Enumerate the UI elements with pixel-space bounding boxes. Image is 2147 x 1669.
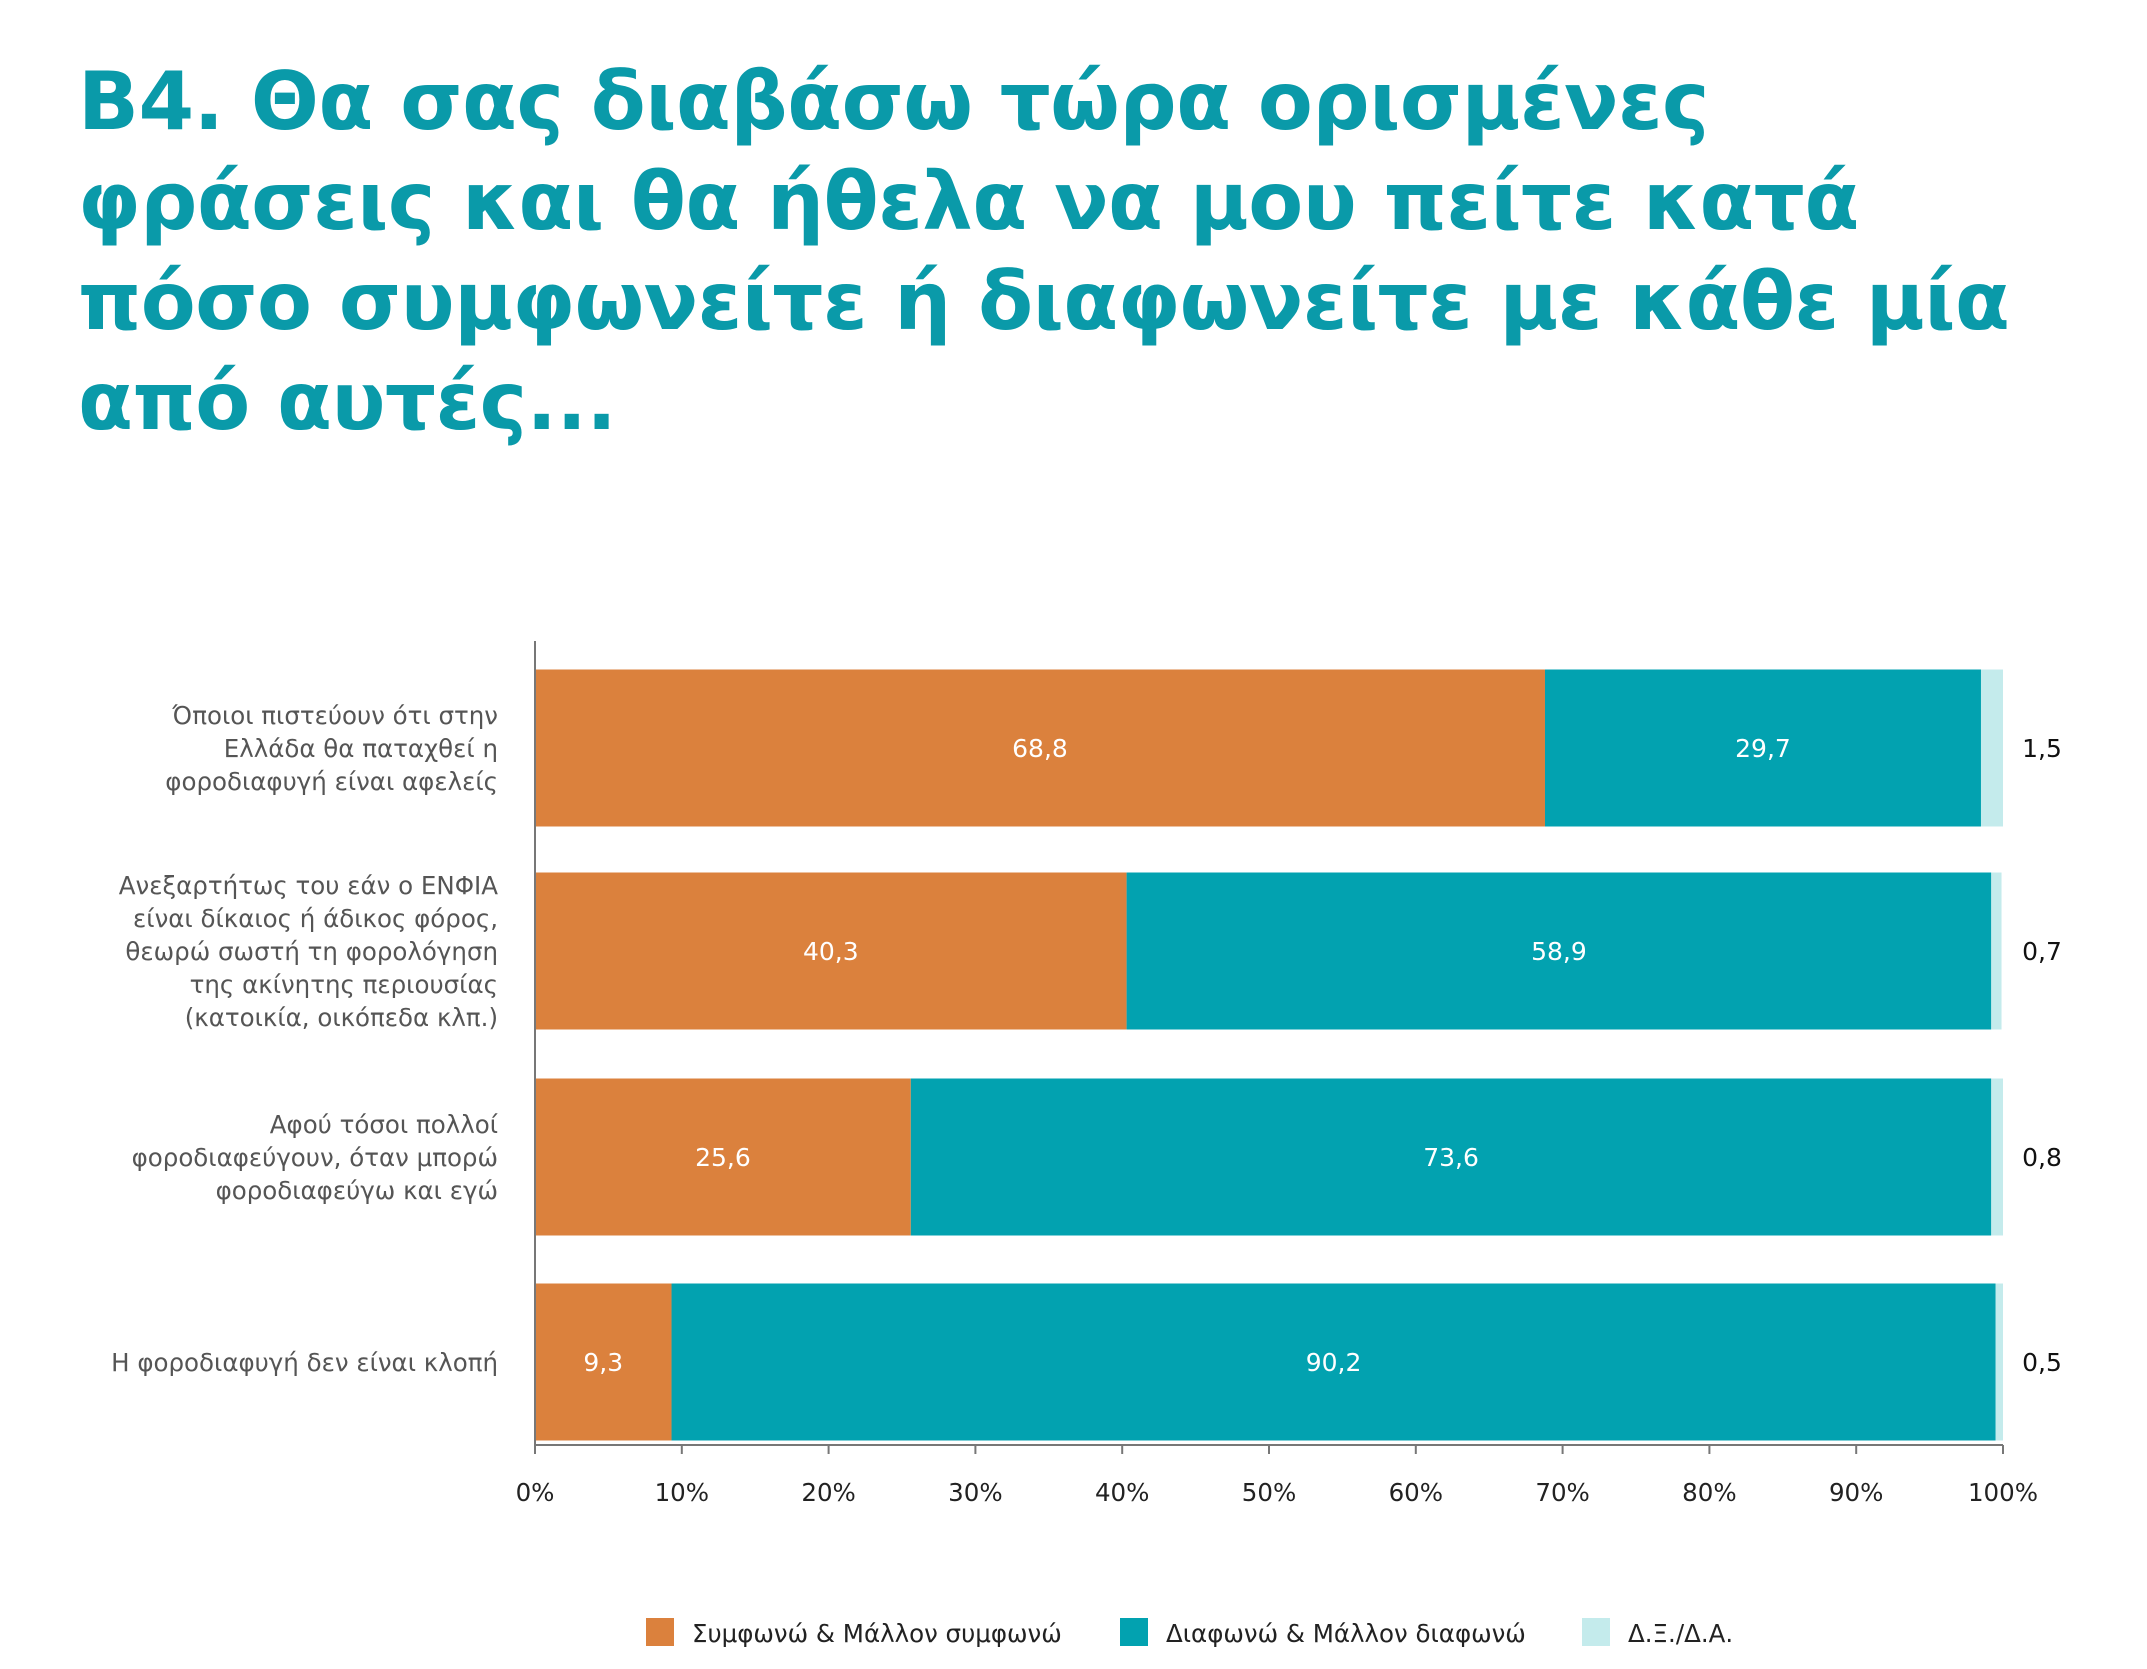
title-line-4: από αυτές... [78, 355, 617, 448]
data-label: 29,7 [1735, 734, 1791, 763]
data-label: 40,3 [803, 937, 859, 966]
x-tick-label: 80% [1682, 1478, 1736, 1507]
title-line-1: B4. Θα σας διαβάσω τώρα ορισμένες [78, 55, 1709, 148]
bar-segment-1-row-1 [535, 669, 1545, 827]
bar-segment-3-row-1 [1980, 669, 2003, 827]
bar-segment-3-row-2 [1991, 872, 2002, 1030]
x-tick-label: 60% [1389, 1478, 1443, 1507]
x-tick-label: 10% [655, 1478, 709, 1507]
category-label: Η φοροδιαφυγή δεν είναι κλοπή [111, 1348, 498, 1377]
legend-swatch-2 [1120, 1618, 1148, 1646]
bar-segment-2-row-1 [1544, 669, 1981, 827]
bar-segment-1-row-2 [535, 872, 1127, 1030]
legend-swatch-3 [1582, 1618, 1610, 1646]
x-tick-label: 40% [1095, 1478, 1149, 1507]
bar-segment-2-row-4 [671, 1283, 1996, 1441]
x-tick-label: 30% [948, 1478, 1002, 1507]
data-label-dk: 0,8 [2022, 1143, 2062, 1172]
x-tick-label: 100% [1968, 1478, 2038, 1507]
data-label-dk: 1,5 [2022, 734, 2062, 763]
category-label: Ανεξαρτήτως του εάν ο ΕΝΦΙΑ είναι δίκαιος… [119, 871, 498, 1032]
bar-segment-2-row-3 [910, 1078, 1992, 1236]
data-label: 9,3 [583, 1348, 623, 1377]
data-label-dk: 0,5 [2022, 1348, 2062, 1377]
x-tick-label: 20% [801, 1478, 855, 1507]
x-tick-label: 50% [1242, 1478, 1296, 1507]
data-label-dk: 0,7 [2022, 937, 2062, 966]
title-line-2: φράσεις και θα ήθελα να μου πείτε κατά [78, 155, 1859, 248]
category-label: Αφού τόσοι πολλοί φοροδιαφεύγουν, όταν μπ… [132, 1110, 498, 1205]
data-label: 73,6 [1423, 1143, 1479, 1172]
legend-label-3: Δ.Ξ./Δ.Α. [1628, 1619, 1733, 1648]
bar-segment-1-row-3 [535, 1078, 911, 1236]
bar-segment-3-row-3 [1991, 1078, 2003, 1236]
data-label: 90,2 [1306, 1348, 1362, 1377]
chart-title: B4. Θα σας διαβάσω τώρα ορισμένες φράσει… [78, 52, 2010, 452]
bar-segment-2-row-2 [1126, 872, 1992, 1030]
bar-segment-1-row-4 [535, 1283, 672, 1441]
data-label: 25,6 [695, 1143, 751, 1172]
title-line-3: πόσο συμφωνείτε ή διαφωνείτε με κάθε μία [78, 255, 2010, 348]
bar-segment-3-row-4 [1995, 1283, 2003, 1441]
legend-label-1: Συμφωνώ & Μάλλον συμφωνώ [692, 1619, 1062, 1648]
x-tick-label: 90% [1829, 1478, 1883, 1507]
data-label: 68,8 [1012, 734, 1068, 763]
x-tick-label: 0% [516, 1478, 555, 1507]
x-tick-label: 70% [1535, 1478, 1589, 1507]
data-label: 58,9 [1531, 937, 1587, 966]
legend-label-2: Διαφωνώ & Μάλλον διαφωνώ [1166, 1619, 1526, 1648]
category-label: Όποιοι πιστεύουν ότι στην Ελλάδα θα παταχ… [165, 701, 498, 796]
legend-swatch-1 [646, 1618, 674, 1646]
